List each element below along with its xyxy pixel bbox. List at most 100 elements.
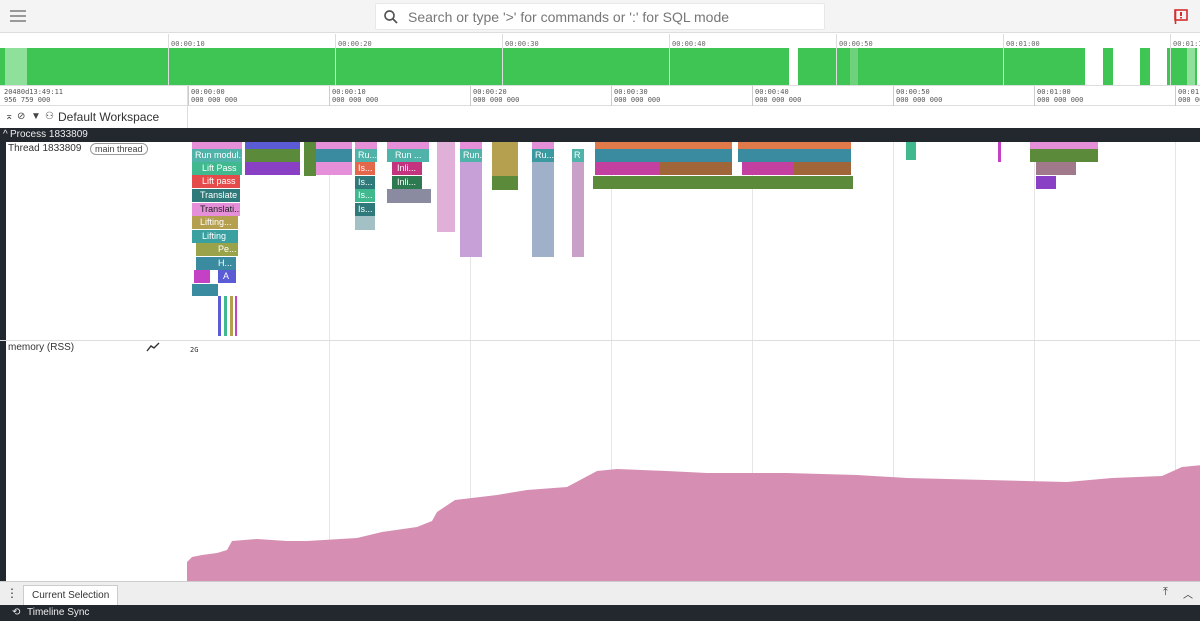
slice[interactable]: Run ... bbox=[387, 149, 429, 162]
slice[interactable] bbox=[437, 142, 455, 232]
time-origin-ns: 956 759 000 bbox=[4, 96, 51, 104]
slice[interactable] bbox=[998, 142, 1001, 162]
slice[interactable]: A bbox=[218, 270, 236, 283]
slice[interactable]: Inli... bbox=[392, 162, 422, 175]
slice[interactable] bbox=[192, 142, 242, 149]
slice[interactable]: Is... bbox=[355, 203, 375, 216]
slice[interactable] bbox=[224, 296, 227, 336]
slice[interactable] bbox=[194, 270, 210, 283]
slice[interactable] bbox=[460, 142, 482, 149]
slice[interactable]: Lifting... bbox=[192, 216, 238, 229]
overview-timeline[interactable]: 00:00:10 00:00:20 00:00:30 00:00:40 00:0… bbox=[0, 34, 1200, 86]
time-tick bbox=[752, 86, 753, 106]
slice[interactable] bbox=[355, 142, 377, 149]
slice[interactable] bbox=[460, 162, 482, 257]
unpin-icon[interactable]: ⊘ bbox=[17, 111, 26, 122]
time-tick-label: 00:00:10 000 000 000 bbox=[332, 88, 379, 104]
slice[interactable]: H... bbox=[196, 257, 236, 270]
filter-icon[interactable]: ▼ bbox=[31, 111, 41, 122]
slice[interactable]: Ru... bbox=[532, 149, 554, 162]
slice[interactable] bbox=[794, 162, 851, 175]
overview-activity-bar bbox=[1103, 48, 1113, 85]
more-vert-icon[interactable]: ⋮ bbox=[6, 586, 18, 600]
slice[interactable] bbox=[1030, 149, 1098, 162]
thread-track-label: Thread 1833809 bbox=[8, 143, 82, 154]
slice[interactable]: Translate bbox=[192, 189, 240, 202]
slice[interactable] bbox=[660, 162, 732, 175]
slice[interactable] bbox=[316, 142, 352, 149]
slice[interactable] bbox=[304, 142, 316, 176]
slice[interactable] bbox=[387, 189, 431, 203]
tab-current-selection[interactable]: Current Selection bbox=[23, 585, 119, 606]
slice[interactable] bbox=[192, 284, 218, 296]
overview-tick-label: 00:01:00 bbox=[1006, 40, 1040, 48]
slice[interactable]: Lift pass bbox=[192, 175, 240, 188]
search-input[interactable] bbox=[408, 6, 818, 28]
slice[interactable] bbox=[316, 162, 352, 175]
line-chart-icon[interactable] bbox=[146, 342, 160, 352]
tracks-area[interactable]: Thread 1833809 main thread Run modul... … bbox=[0, 142, 1200, 581]
time-axis[interactable]: 20480d13:49:11 956 759 000 00:00:00 000 0… bbox=[0, 86, 1200, 106]
slice[interactable] bbox=[532, 142, 554, 149]
overview-tick bbox=[502, 34, 503, 86]
slice[interactable] bbox=[1036, 162, 1076, 175]
slice[interactable] bbox=[245, 162, 300, 175]
slice[interactable] bbox=[230, 296, 233, 336]
slice[interactable] bbox=[593, 176, 853, 189]
slice[interactable] bbox=[595, 162, 660, 175]
slice[interactable] bbox=[738, 142, 851, 149]
slice[interactable]: Is... bbox=[355, 176, 375, 189]
slice[interactable]: Inli... bbox=[392, 176, 422, 189]
hamburger-menu-icon[interactable] bbox=[10, 10, 26, 22]
slice[interactable] bbox=[218, 296, 221, 336]
pin-top-icon[interactable]: ⤒ bbox=[1163, 586, 1168, 598]
slice[interactable] bbox=[245, 149, 300, 162]
sync-icon[interactable]: ⟲ bbox=[12, 607, 21, 618]
slice[interactable] bbox=[1030, 142, 1098, 149]
chevron-up-icon[interactable]: ︿ bbox=[1183, 590, 1193, 601]
time-tick-label: 00:00:00 000 000 000 bbox=[191, 88, 238, 104]
slice[interactable] bbox=[595, 142, 732, 149]
process-header[interactable]: ^ Process 1833809 bbox=[0, 128, 1200, 142]
slice[interactable] bbox=[742, 162, 794, 175]
chevron-up-icon[interactable]: ^ bbox=[3, 129, 8, 140]
slice[interactable]: Ru... bbox=[355, 149, 377, 162]
slice[interactable]: Run modul... bbox=[192, 149, 242, 162]
slice[interactable] bbox=[492, 142, 518, 176]
workspace-icon[interactable]: ⚇ bbox=[45, 111, 54, 122]
slice[interactable]: Lift Pass bbox=[192, 162, 242, 175]
omnibox[interactable] bbox=[375, 3, 825, 30]
slice[interactable] bbox=[245, 142, 300, 149]
slice[interactable]: Is... bbox=[355, 189, 375, 202]
slice[interactable] bbox=[906, 142, 916, 160]
slice[interactable] bbox=[316, 149, 352, 162]
slice[interactable] bbox=[387, 142, 429, 149]
timeline-sync-label[interactable]: Timeline Sync bbox=[27, 607, 90, 618]
slice[interactable]: Pe... bbox=[196, 243, 238, 256]
slice[interactable] bbox=[532, 162, 554, 257]
search-icon bbox=[384, 10, 398, 24]
slice[interactable]: Run... bbox=[460, 149, 482, 162]
slice[interactable] bbox=[595, 149, 732, 162]
time-tick bbox=[1175, 86, 1176, 106]
overview-tick bbox=[1170, 34, 1171, 86]
time-tick bbox=[470, 86, 471, 106]
time-tick-label: 00:01:00 000 000 000 bbox=[1037, 88, 1084, 104]
slice[interactable] bbox=[492, 176, 518, 190]
slice[interactable]: Is... bbox=[355, 162, 375, 175]
slice[interactable] bbox=[355, 216, 375, 230]
slice[interactable] bbox=[1036, 176, 1056, 189]
slice[interactable]: Translati... bbox=[192, 203, 240, 216]
slice[interactable] bbox=[572, 162, 584, 257]
time-tick-label: 00:00:20 000 000 000 bbox=[473, 88, 520, 104]
slice[interactable] bbox=[235, 296, 237, 336]
feedback-flag-icon[interactable] bbox=[1174, 8, 1188, 24]
slice[interactable]: R bbox=[572, 149, 584, 162]
collapse-all-icon[interactable]: ⌅ bbox=[5, 111, 14, 122]
slice[interactable]: Lifting bbox=[192, 230, 238, 243]
workspace-title[interactable]: Default Workspace bbox=[58, 110, 160, 124]
overview-tick bbox=[1003, 34, 1004, 86]
memory-counter-chart[interactable] bbox=[187, 420, 1200, 581]
slice[interactable] bbox=[738, 149, 851, 162]
overview-tick-label: 00:00:50 bbox=[839, 40, 873, 48]
